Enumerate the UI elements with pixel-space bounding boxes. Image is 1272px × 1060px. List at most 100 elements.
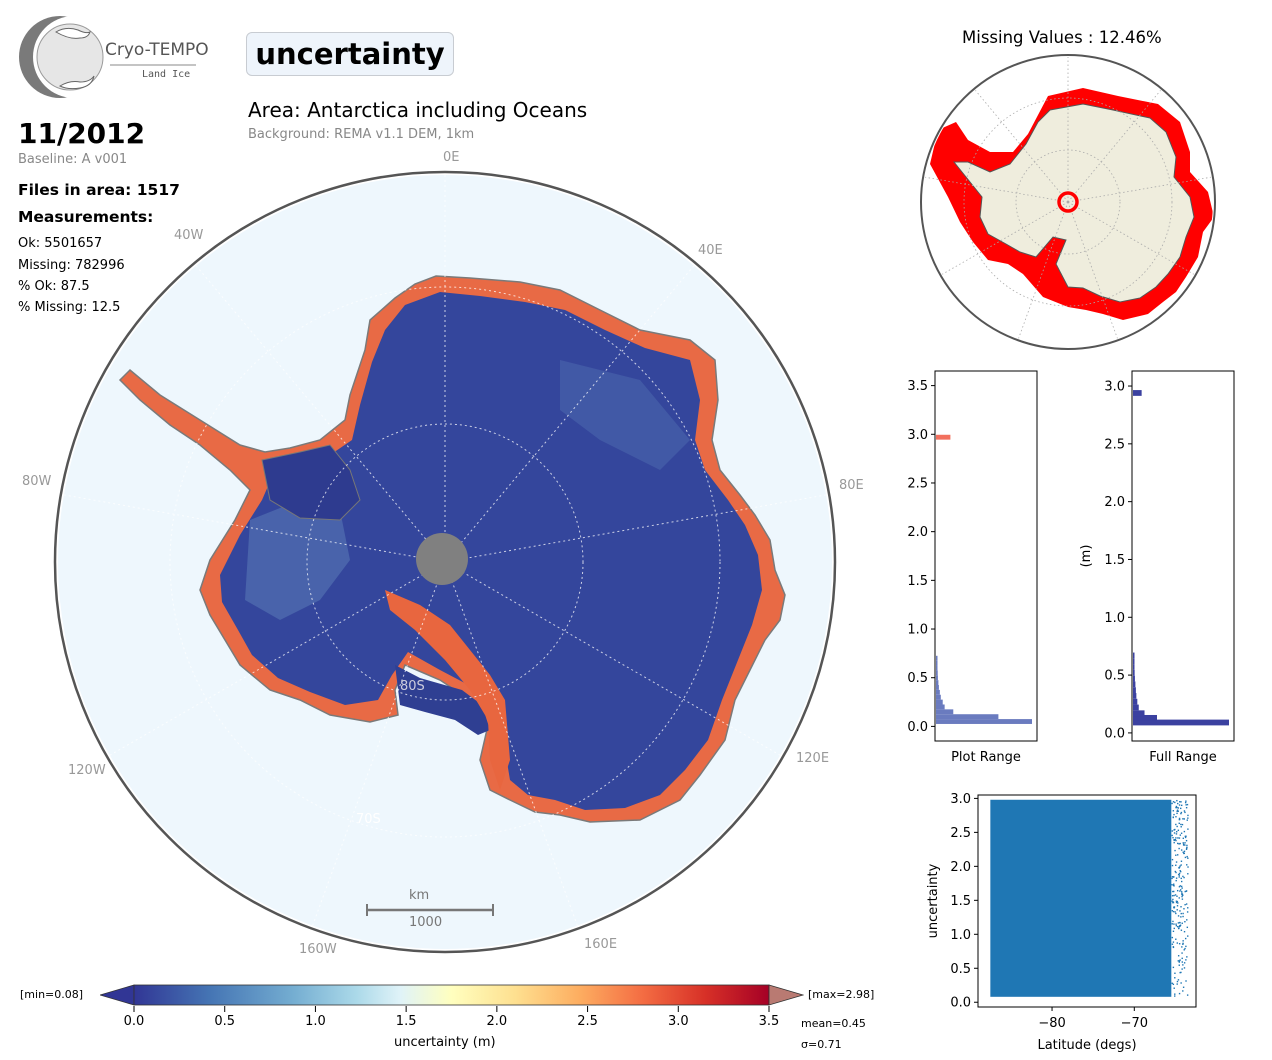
scatter-point [1172,898,1174,901]
scatter-point [1176,831,1178,833]
measurements-heading: Measurements: [18,208,154,226]
histogram-bar [936,680,939,686]
histogram-plot-range: 0.0 0.5 1.0 1.5 2.0 2.5 3.0 3.5 Plot Range [907,370,1038,765]
scatter-point [1171,895,1174,897]
ocean-background [58,175,832,949]
scatter-point [1173,923,1175,925]
scatter-point [1184,947,1186,950]
histogram-bar [1133,669,1135,676]
date-label: 11/2012 [18,117,146,150]
logo-subtitle: Land Ice [142,69,191,80]
scatter-ytick-label: 0.0 [950,996,971,1011]
scatter-point [1186,994,1189,996]
scatter-point [1180,889,1182,891]
scatter-point [1175,816,1177,818]
scatter-point [1185,806,1188,809]
antarctica-coastal-band [118,275,786,823]
histogram-bar [936,694,941,700]
scatter-point [1171,834,1173,837]
histogram-ytick-label: 1.5 [1104,553,1125,568]
scatter-point [1172,884,1175,886]
scatter-point [1182,940,1184,942]
scatter-point [1179,885,1181,887]
scatter-point [1173,987,1175,989]
histogram-bar [936,665,938,671]
scatter-point [1178,817,1181,820]
scatter-point [1181,893,1184,896]
scatter-point [1173,907,1175,909]
scatter-point [1180,832,1183,834]
colorbar-ticks [133,1006,770,1012]
scatter-point [1177,955,1180,957]
scatter-point [1178,804,1181,806]
colorbar-tick-label: 0.0 [123,1014,145,1029]
scatter-point [1178,867,1181,869]
scatter-point [1178,847,1180,850]
scatter-point [1173,927,1175,930]
scatter-point [1175,901,1178,904]
scatter-point [1177,842,1179,845]
scatter-point [1173,813,1175,816]
scatter-point [1172,910,1175,913]
scatter-point [1185,848,1188,850]
scatter-point [1174,870,1177,873]
interior-speckle-east [560,360,690,470]
area-title: Area: Antarctica including Oceans [248,98,588,122]
scatter-point [1171,910,1174,912]
scatter-point [1175,879,1177,882]
scatter-point [1171,936,1174,939]
scatter-point [1180,823,1182,826]
scatter-point [1171,877,1173,880]
scatter-point [1180,804,1183,807]
scatter-point [1183,810,1186,812]
histogram-ytick-label: 3.0 [907,428,928,443]
histogram-ytick-label: 3.0 [1104,380,1125,395]
scatter-point [1178,992,1181,995]
scatter-point [1178,818,1181,821]
scatter-point [1185,804,1187,806]
scatter-point [1174,977,1176,979]
pole-hole [416,533,468,585]
scatter-point [1176,809,1179,811]
lon-label-80e: 80E [839,478,864,493]
scatter-point [1183,967,1186,969]
scatter-ytick-label: 2.0 [950,860,971,875]
scatter-point [1183,852,1185,855]
histogram-frame [934,370,1038,742]
scatter-point [1171,858,1174,861]
scatter-point [1187,814,1189,817]
scatter-point [1185,847,1188,850]
histogram-ytick-label: 0.0 [907,720,928,735]
histogram-bar [1133,681,1136,688]
histogram-ytick-label: 1.0 [1104,611,1125,626]
inset-continent [952,103,1195,303]
scatter-point [1177,807,1180,809]
scatter-ylabel: uncertainty [926,863,941,938]
scatter-point [1178,897,1180,899]
histogram-bar [936,704,945,710]
scatter-point [1182,915,1184,918]
scatter-point [1180,912,1182,915]
scatter-xtick-label: −80 [1038,1016,1065,1031]
scatter-point [1177,837,1179,839]
pole-hole-missing [1057,191,1079,213]
scatter-point [1171,802,1173,805]
scatter-point [1175,938,1177,940]
scatter-point [1178,960,1181,962]
histogram-bar [936,719,1032,724]
scatter-point [1176,889,1179,892]
scatter-point [1185,903,1188,905]
histogram-ytick-label: 0.5 [1104,669,1125,684]
colorbar-max-label: [max=2.98] [808,988,875,1001]
scatter-point [1179,801,1181,803]
scatter-point [1179,924,1182,926]
lon-label-40e: 40E [698,243,723,258]
histogram-bar [1133,652,1135,659]
pct-ok: % Ok: 87.5 [18,279,90,294]
scatter-point [1180,906,1182,908]
histogram-xlabel: Full Range [1149,750,1217,765]
histogram-xlabel: Plot Range [951,750,1021,765]
scatter-point [1184,890,1186,893]
colorbar-mean: mean=0.45 [801,1017,866,1030]
lat-label-70s: 70S [356,812,381,827]
